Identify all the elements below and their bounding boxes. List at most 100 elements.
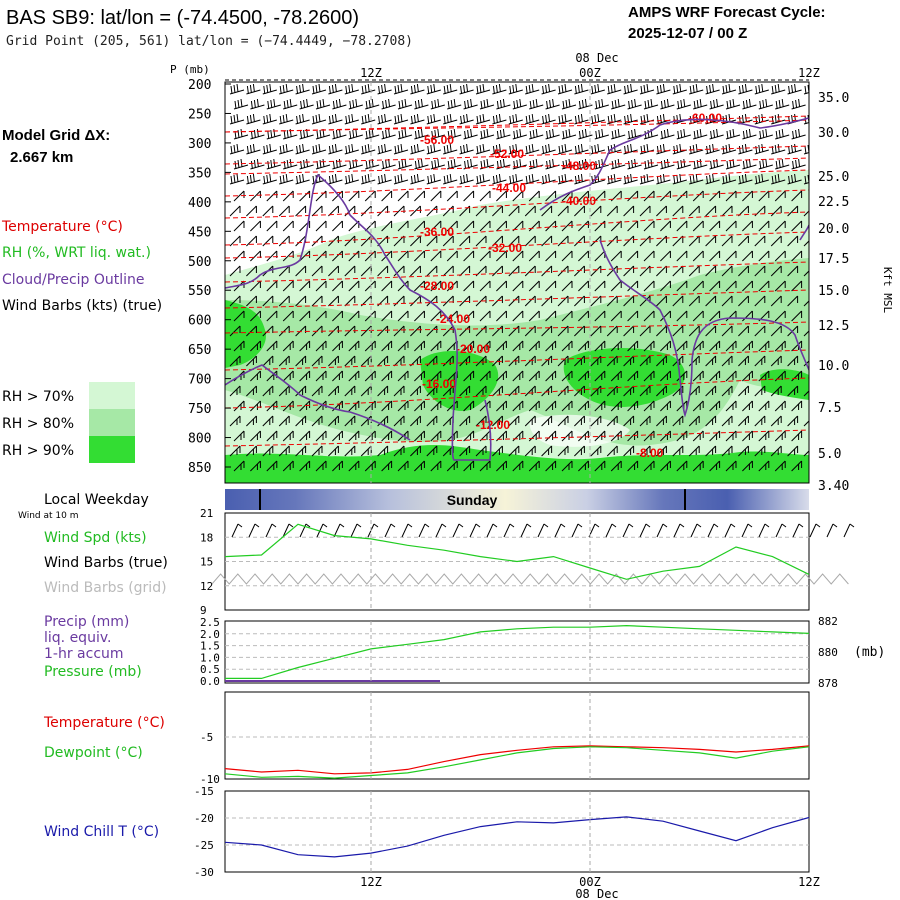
wind-barb-staff — [545, 280, 556, 292]
wind-barb-flag — [384, 113, 387, 123]
wind-barb-flag — [345, 85, 348, 95]
wind-barb-staff — [512, 370, 524, 382]
wind-barb — [377, 325, 389, 337]
wind-barb-staff — [479, 220, 491, 232]
wind-barb-flag — [535, 158, 538, 168]
wind-barb-flag — [525, 145, 528, 155]
wind-barb-staff — [774, 430, 786, 442]
wind-barb — [442, 235, 454, 247]
wind-barb-flag — [420, 128, 423, 138]
wind-barb — [414, 340, 425, 352]
wind-barb-flag — [581, 129, 584, 139]
wind-barb-staff — [397, 280, 409, 292]
wind-barb-staff — [446, 250, 458, 262]
wind-barb-staff — [315, 250, 327, 262]
wind-barb — [393, 83, 409, 95]
wind-barb — [590, 355, 602, 367]
surface-wind-barb-flag — [424, 523, 430, 528]
pressure-tick-label: 200 — [188, 78, 211, 93]
wind-barb-staff — [594, 190, 606, 202]
wind-barb-staff — [721, 385, 733, 397]
wind-barb-staff — [590, 265, 602, 277]
wind-barb-flag — [631, 159, 634, 169]
wind-barb-staff — [233, 400, 245, 412]
wind-barb — [344, 265, 356, 277]
wind-barb-staff — [344, 445, 356, 457]
wind-barb — [381, 128, 396, 140]
wind-barb — [508, 205, 520, 217]
wind-barb — [758, 400, 770, 412]
wind-barb — [344, 355, 356, 367]
wind-barb — [561, 220, 573, 232]
surface-wind-barb — [724, 523, 732, 538]
wind-barb-flag — [710, 160, 713, 170]
wind-barb — [754, 325, 766, 337]
wind-barb-staff — [311, 445, 323, 457]
wind-barb — [492, 205, 503, 217]
wind-barb-staff — [738, 325, 749, 337]
wind-barb — [246, 235, 257, 247]
wind-barb-flag — [466, 113, 469, 123]
wind-barb-staff — [672, 205, 684, 217]
wind-barb — [742, 340, 753, 352]
wind-barb-staff — [496, 400, 507, 412]
wind-barb-staff — [578, 430, 589, 442]
wind-barb — [545, 250, 557, 262]
wind-barb-staff — [705, 325, 716, 337]
wind-barb — [262, 325, 274, 337]
wind-barb-staff — [758, 400, 770, 412]
wind-barb-flag — [240, 158, 243, 168]
wind-barb — [393, 385, 405, 397]
wind-barb — [725, 370, 737, 382]
rh-dry-pocket-2 — [529, 414, 630, 447]
wind-barb-flag — [679, 143, 682, 153]
wind-barb-staff — [774, 220, 786, 232]
temperature-ticks: -5-10 — [200, 731, 809, 786]
wind-barb-staff — [250, 460, 261, 472]
wind-barb-staff — [332, 250, 343, 262]
wind-barb-flag — [792, 130, 795, 140]
wind-barb — [282, 430, 294, 442]
wind-barb-flag — [656, 145, 659, 155]
wind-barb-flag — [811, 144, 812, 152]
wind-barb-staff — [266, 340, 278, 352]
pressure-tick-label: 300 — [188, 137, 211, 152]
wind-barb-flag — [479, 174, 482, 184]
wind-barb — [233, 250, 245, 262]
wind-barb-flag — [332, 160, 335, 170]
y-tick-label: 18 — [200, 531, 213, 544]
wind-barb — [332, 280, 343, 292]
wind-barb-flag — [693, 160, 696, 170]
wind-barb — [311, 415, 323, 427]
wind-barb — [299, 190, 311, 202]
wind-barb-flag — [512, 84, 515, 94]
wind-barb-staff — [393, 415, 405, 427]
wind-barb-flag — [470, 128, 473, 138]
wind-barb — [475, 113, 491, 125]
wind-barb — [508, 445, 520, 457]
wind-barb — [279, 143, 294, 155]
wind-barb — [525, 83, 540, 95]
top-time-axis: 12Z 00Z 12Z — [360, 66, 820, 80]
wind-barb-flag — [450, 159, 453, 169]
isotherm-line — [225, 377, 809, 409]
wind-barb-staff — [311, 295, 323, 307]
wind-barb — [397, 220, 409, 232]
wind-barb-flag — [519, 98, 522, 108]
wind-barb-staff — [442, 385, 454, 397]
wind-barb-flag — [765, 158, 768, 168]
wind-barb-flag — [250, 160, 253, 170]
wind-barb-flag — [384, 173, 387, 183]
wind-barb-staff — [512, 280, 524, 292]
wind-barb-staff — [660, 220, 671, 232]
wind-barb — [381, 370, 393, 382]
wind-barb-staff — [315, 280, 327, 292]
wind-barb — [791, 280, 803, 292]
wind-barb-flag — [401, 99, 404, 109]
wind-barb — [410, 83, 425, 95]
wind-barb — [348, 280, 360, 292]
wind-barb-staff — [360, 205, 372, 217]
wind-barb-flag — [794, 143, 797, 153]
isotherm-line — [225, 169, 809, 197]
wind-barb-flag — [659, 84, 662, 94]
